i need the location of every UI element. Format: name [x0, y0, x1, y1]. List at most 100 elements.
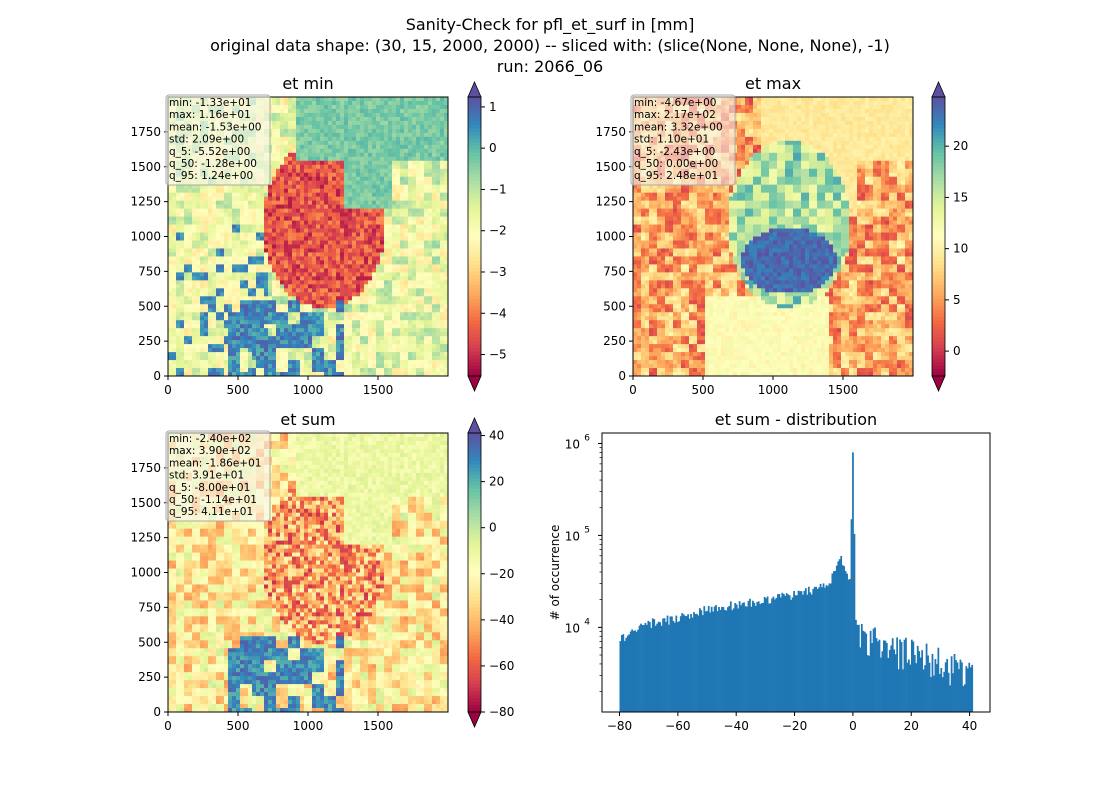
heatmap-cell [380, 240, 385, 245]
heatmap-cell [276, 348, 281, 353]
heatmap-cell [180, 364, 185, 369]
heatmap-cell [276, 252, 281, 257]
heatmap-cell [184, 344, 189, 349]
heatmap-cell [392, 200, 397, 206]
heatmap-cell [308, 320, 313, 325]
heatmap-cell [236, 360, 241, 365]
heatmap-cell [272, 364, 277, 369]
heatmap-cell [400, 180, 405, 186]
heatmap-cell [420, 204, 425, 209]
heatmap-cell [228, 220, 233, 225]
heatmap-cell [368, 280, 373, 285]
heatmap-cell [440, 168, 445, 174]
heatmap-cell [352, 368, 357, 373]
heatmap-cell [344, 168, 349, 174]
heatmap-cell [396, 124, 401, 130]
heatmap-cell [424, 188, 429, 194]
heatmap-cell [308, 352, 313, 357]
heatmap-cell [292, 248, 297, 253]
heatmap-cell [296, 100, 301, 106]
heatmap-cell [364, 316, 369, 321]
heatmap-cell [240, 268, 245, 273]
heatmap-cell [396, 328, 401, 333]
heatmap-cell [172, 252, 177, 257]
heatmap-cell [380, 180, 385, 186]
colorbar-segment [468, 215, 481, 220]
heatmap-cell [172, 352, 177, 357]
heatmap-cell [208, 312, 213, 317]
heatmap-cell [236, 336, 241, 341]
heatmap-cell [408, 236, 413, 241]
heatmap-cell [432, 236, 437, 241]
heatmap-cell [284, 176, 289, 182]
heatmap-cell [172, 332, 177, 337]
heatmap-cell [360, 204, 365, 209]
heatmap-cell [208, 332, 213, 337]
heatmap-cell [428, 100, 433, 106]
heatmap-cell [336, 260, 341, 265]
heatmap-cell [440, 216, 445, 221]
colorbar-segment [468, 229, 481, 234]
heatmap-cell [372, 312, 377, 317]
heatmap-cell [440, 176, 445, 182]
heatmap-cell [408, 188, 413, 194]
heatmap-cell [388, 352, 393, 357]
heatmap-cell [304, 232, 309, 237]
heatmap-cell [340, 124, 345, 130]
heatmap-cell [408, 148, 413, 154]
heatmap-cell [312, 172, 317, 178]
heatmap-cell [244, 204, 249, 209]
heatmap-cell [336, 144, 341, 150]
heatmap-cell [440, 364, 445, 369]
heatmap-cell [184, 300, 189, 305]
heatmap-cell [344, 248, 349, 253]
heatmap-cell [336, 156, 341, 162]
heatmap-cell [276, 104, 281, 110]
heatmap-cell [212, 236, 217, 241]
heatmap-cell [408, 284, 413, 289]
colorbar-segment [468, 156, 481, 161]
heatmap-cell [364, 240, 369, 245]
heatmap-cell [240, 256, 245, 261]
heatmap-cell [436, 352, 441, 357]
heatmap-cell [316, 248, 321, 253]
heatmap-cell [428, 316, 433, 321]
heatmap-cell [396, 320, 401, 325]
heatmap-cell [384, 148, 389, 154]
heatmap-cell [432, 336, 437, 341]
heatmap-cell [432, 280, 437, 285]
heatmap-cell [196, 320, 201, 325]
heatmap-cell [348, 328, 353, 333]
heatmap-cell [380, 220, 385, 225]
heatmap-cell [172, 360, 177, 365]
heatmap-cell [352, 320, 357, 325]
heatmap-cell [392, 284, 397, 289]
heatmap-cell [360, 348, 365, 353]
heatmap-cell [204, 196, 209, 202]
heatmap-cell [328, 97, 333, 102]
heatmap-cell [420, 156, 425, 162]
heatmap-cell [272, 296, 277, 301]
heatmap-cell [428, 336, 433, 341]
heatmap-cell [300, 192, 305, 198]
heatmap-cell [352, 300, 357, 305]
heatmap-cell [424, 97, 429, 102]
heatmap-cell [192, 356, 197, 361]
heatmap-cell [316, 352, 321, 357]
heatmap-cell [424, 312, 429, 317]
heatmap-cell [292, 180, 297, 186]
heatmap-cell [420, 132, 425, 138]
heatmap-cell [432, 268, 437, 273]
heatmap-cell [316, 152, 321, 158]
heatmap-cell [272, 344, 277, 349]
heatmap-cell [196, 292, 201, 297]
heatmap-cell [272, 140, 277, 146]
heatmap-cell [356, 324, 361, 329]
heatmap-cell [392, 316, 397, 321]
heatmap-cell [344, 212, 349, 217]
heatmap-cell [304, 276, 309, 281]
heatmap-cell [316, 228, 321, 233]
heatmap-cell [440, 128, 445, 134]
heatmap-cell [300, 320, 305, 325]
heatmap-cell [324, 304, 329, 309]
